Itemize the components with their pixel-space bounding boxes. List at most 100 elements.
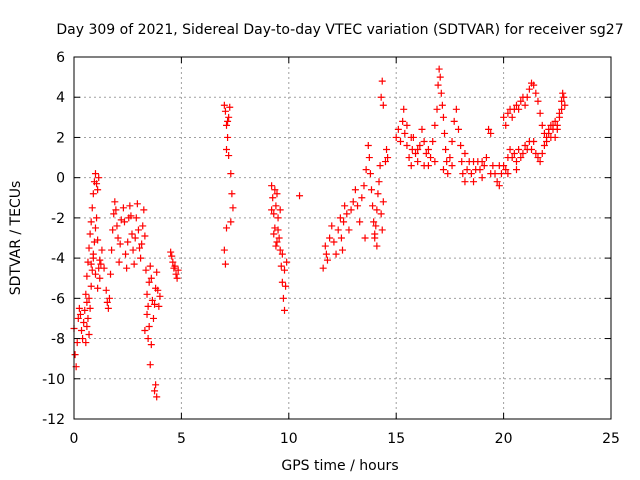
data-point (229, 204, 237, 212)
data-point (532, 150, 540, 158)
data-point (549, 125, 557, 133)
y-axis-label: SDTVAR / TECUs (8, 181, 24, 296)
data-point (517, 154, 525, 162)
data-point (422, 150, 430, 158)
data-point (148, 296, 156, 304)
data-point (476, 166, 484, 174)
data-point (418, 125, 426, 133)
data-point (358, 194, 366, 202)
data-point (147, 341, 155, 349)
data-point (146, 361, 154, 369)
data-point (278, 250, 286, 258)
data-point (525, 85, 533, 93)
data-point (381, 158, 389, 166)
data-point (96, 256, 104, 264)
data-point (81, 306, 89, 314)
data-point (345, 226, 353, 234)
data-point (128, 230, 136, 238)
data-point (392, 133, 400, 141)
data-point (94, 186, 102, 194)
x-tick-label: 10 (280, 431, 298, 447)
chart-title: Day 309 of 2021, Sidereal Day-to-day VTE… (56, 22, 623, 38)
data-point (126, 202, 134, 210)
x-tick-label: 15 (387, 431, 405, 447)
data-point (495, 162, 503, 170)
data-point (349, 198, 357, 206)
data-point (504, 109, 512, 117)
data-point (378, 226, 386, 234)
y-tick-label: -12 (42, 412, 65, 428)
data-point (371, 230, 379, 238)
data-point (420, 137, 428, 145)
data-point (538, 121, 546, 129)
data-point (131, 234, 139, 242)
data-point (129, 246, 137, 254)
data-point (506, 146, 514, 154)
data-point (322, 250, 330, 258)
data-point (145, 322, 153, 330)
data-point (467, 170, 475, 178)
data-point (85, 244, 93, 252)
data-point (85, 294, 93, 302)
data-point (172, 270, 180, 278)
data-point (340, 218, 348, 226)
y-tick-label: -2 (51, 211, 65, 227)
data-point (414, 146, 422, 154)
data-point (521, 141, 529, 149)
data-point (521, 101, 529, 109)
data-point (276, 206, 284, 214)
data-point (169, 258, 177, 266)
data-point (555, 109, 563, 117)
data-point (373, 206, 381, 214)
data-point (100, 264, 108, 272)
y-tick-label: 2 (56, 130, 65, 146)
data-point (375, 178, 383, 186)
data-point (470, 178, 478, 186)
data-point (515, 105, 523, 113)
data-point (399, 117, 407, 125)
data-point (107, 270, 115, 278)
data-point (141, 232, 149, 240)
data-point (88, 266, 96, 274)
data-point (114, 234, 122, 242)
data-point (530, 81, 538, 89)
data-point (153, 393, 161, 401)
data-point (519, 150, 527, 158)
data-point (151, 387, 159, 395)
data-point (79, 335, 87, 343)
data-point (87, 260, 95, 268)
data-point (515, 146, 523, 154)
data-point (448, 137, 456, 145)
data-point (74, 314, 82, 322)
data-point (517, 97, 525, 105)
data-point (272, 202, 280, 210)
data-point (482, 154, 490, 162)
data-point (347, 206, 355, 214)
data-point (414, 158, 422, 166)
data-point (478, 174, 486, 182)
data-point (91, 270, 99, 278)
data-point (220, 101, 228, 109)
data-point (427, 154, 435, 162)
data-point (543, 133, 551, 141)
data-point (323, 256, 331, 264)
data-point (93, 180, 101, 188)
data-point (98, 246, 106, 254)
data-point (84, 314, 92, 322)
data-point (457, 141, 465, 149)
data-point (508, 154, 516, 162)
data-point (268, 182, 276, 190)
data-point (80, 318, 88, 326)
data-point (365, 154, 373, 162)
y-tick-label: -4 (51, 251, 65, 267)
data-point (94, 284, 102, 292)
data-point (504, 170, 512, 178)
data-point (441, 129, 449, 137)
data-point (530, 137, 538, 145)
data-point (93, 214, 101, 222)
data-point (102, 286, 110, 294)
data-point (268, 206, 276, 214)
data-point (463, 166, 471, 174)
data-point (561, 101, 569, 109)
